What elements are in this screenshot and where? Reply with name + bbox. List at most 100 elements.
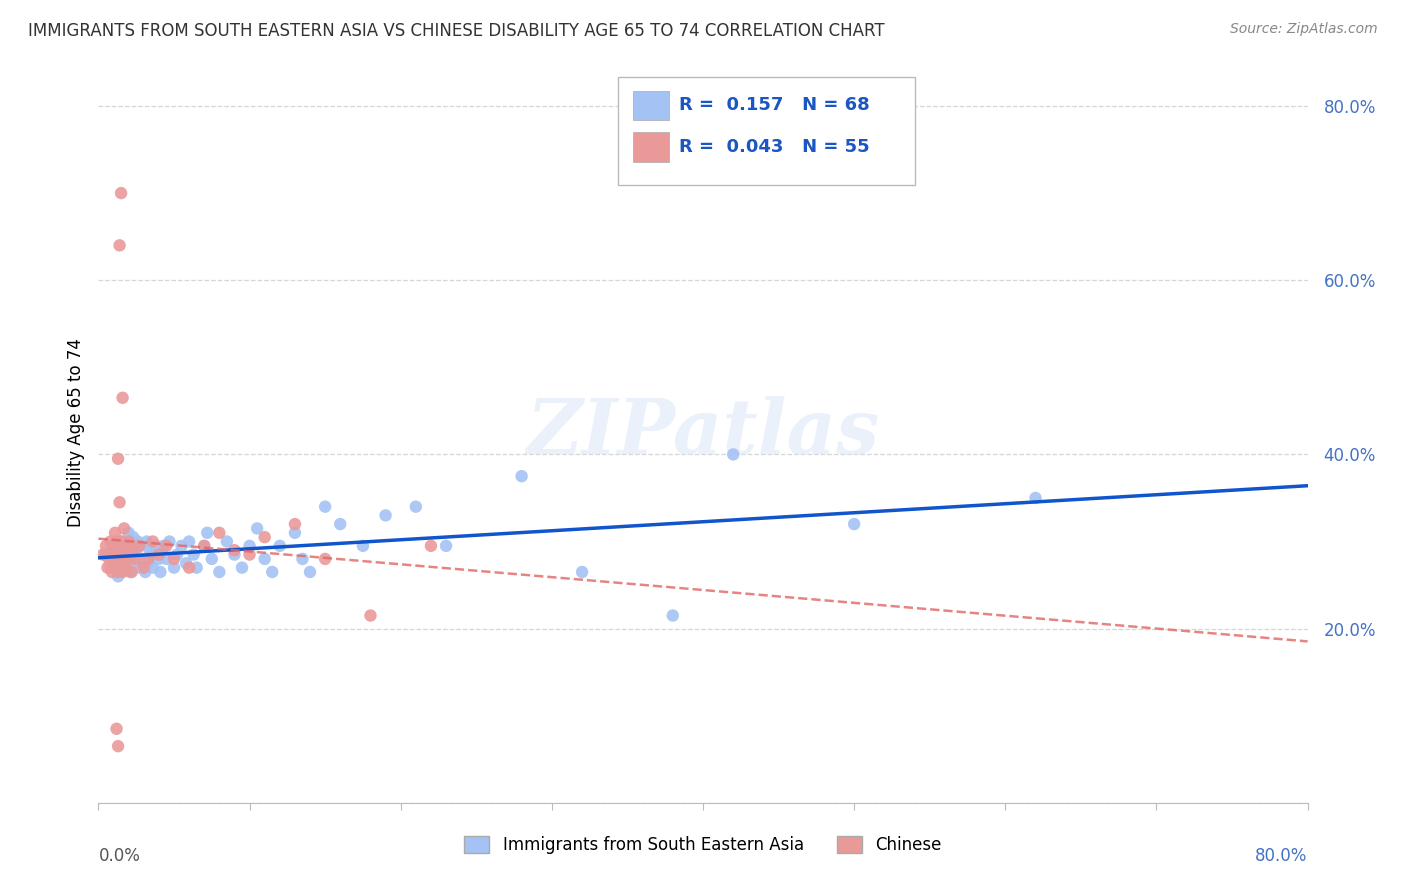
Point: [132, 560, 155, 574]
Point: [284, 525, 307, 540]
Point: [110, 556, 132, 570]
Point: [120, 565, 142, 579]
Point: [103, 556, 125, 570]
Point: [125, 552, 148, 566]
Point: [112, 548, 135, 562]
Point: [195, 525, 218, 540]
Point: [148, 548, 170, 562]
FancyBboxPatch shape: [619, 78, 915, 185]
Point: [94, 539, 117, 553]
Point: [166, 548, 188, 562]
Point: [420, 539, 443, 553]
Point: [139, 543, 162, 558]
Point: [314, 500, 336, 514]
Point: [149, 565, 172, 579]
Point: [122, 543, 145, 558]
Point: [108, 552, 131, 566]
Point: [118, 534, 141, 549]
Point: [186, 560, 208, 574]
Point: [224, 548, 246, 562]
Point: [723, 447, 745, 461]
Point: [136, 552, 159, 566]
Point: [510, 469, 533, 483]
Point: [661, 608, 683, 623]
Point: [224, 543, 246, 558]
Point: [105, 552, 128, 566]
Legend: Immigrants from South Eastern Asia, Chinese: Immigrants from South Eastern Asia, Chin…: [457, 830, 949, 861]
Text: R =  0.157   N = 68: R = 0.157 N = 68: [679, 96, 869, 114]
Point: [170, 539, 193, 553]
Point: [110, 534, 132, 549]
Point: [1024, 491, 1046, 505]
Text: R =  0.043   N = 55: R = 0.043 N = 55: [679, 138, 869, 156]
Point: [136, 556, 159, 570]
Point: [360, 608, 382, 623]
Point: [111, 543, 134, 558]
Point: [108, 539, 131, 553]
Text: Source: ZipAtlas.com: Source: ZipAtlas.com: [1230, 22, 1378, 37]
Point: [183, 548, 205, 562]
Point: [107, 565, 129, 579]
Point: [135, 534, 157, 549]
Point: [104, 525, 127, 540]
Point: [110, 186, 132, 200]
Point: [239, 548, 262, 562]
Point: [105, 534, 128, 549]
Point: [112, 521, 135, 535]
Point: [110, 560, 132, 574]
Point: [142, 534, 165, 549]
Point: [246, 521, 269, 535]
Point: [179, 560, 201, 574]
Point: [124, 556, 146, 570]
Point: [179, 534, 201, 549]
Point: [142, 560, 165, 574]
Point: [118, 525, 141, 540]
FancyBboxPatch shape: [633, 91, 669, 120]
Point: [107, 739, 129, 754]
Point: [291, 552, 314, 566]
Point: [125, 548, 148, 562]
Point: [132, 552, 155, 566]
Point: [107, 569, 129, 583]
Point: [571, 565, 593, 579]
Point: [115, 548, 138, 562]
Point: [107, 451, 129, 466]
Point: [108, 238, 131, 252]
Point: [159, 534, 181, 549]
Point: [104, 548, 127, 562]
Point: [201, 552, 224, 566]
Point: [215, 534, 238, 549]
Point: [329, 517, 352, 532]
FancyBboxPatch shape: [633, 132, 669, 161]
Point: [152, 539, 174, 553]
Point: [101, 565, 124, 579]
Point: [114, 560, 136, 574]
Point: [129, 539, 152, 553]
Point: [155, 539, 177, 553]
Point: [163, 560, 186, 574]
Point: [148, 552, 170, 566]
Point: [105, 722, 128, 736]
Point: [118, 552, 141, 566]
Point: [114, 560, 136, 574]
Point: [208, 525, 231, 540]
Text: IMMIGRANTS FROM SOUTH EASTERN ASIA VS CHINESE DISABILITY AGE 65 TO 74 CORRELATIO: IMMIGRANTS FROM SOUTH EASTERN ASIA VS CH…: [28, 22, 884, 40]
Point: [253, 552, 276, 566]
Point: [269, 539, 291, 553]
Point: [314, 552, 336, 566]
Point: [114, 539, 136, 553]
Point: [100, 560, 122, 574]
Point: [163, 552, 186, 566]
Point: [105, 560, 128, 574]
Point: [108, 543, 131, 558]
Point: [98, 552, 121, 566]
Point: [120, 552, 142, 566]
Text: 80.0%: 80.0%: [1256, 847, 1308, 865]
Point: [96, 560, 118, 574]
Point: [239, 539, 262, 553]
Point: [127, 534, 149, 549]
Y-axis label: Disability Age 65 to 74: Disability Age 65 to 74: [66, 338, 84, 527]
Point: [128, 560, 150, 574]
Text: 0.0%: 0.0%: [98, 847, 141, 865]
Point: [844, 517, 866, 532]
